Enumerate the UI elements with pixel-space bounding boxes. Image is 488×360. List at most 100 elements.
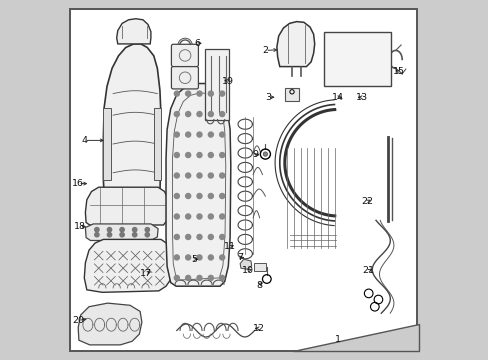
Polygon shape — [85, 187, 168, 225]
Polygon shape — [103, 44, 161, 226]
Circle shape — [145, 233, 149, 237]
Circle shape — [208, 173, 213, 178]
Circle shape — [208, 132, 213, 137]
Text: 16: 16 — [72, 179, 84, 188]
Circle shape — [95, 228, 99, 232]
Polygon shape — [84, 239, 174, 292]
FancyBboxPatch shape — [171, 67, 198, 89]
Text: 21: 21 — [362, 266, 374, 275]
Circle shape — [208, 112, 213, 117]
Circle shape — [132, 233, 137, 237]
Circle shape — [174, 132, 179, 137]
Bar — [284, 88, 299, 101]
Circle shape — [219, 173, 224, 178]
Circle shape — [208, 153, 213, 158]
Text: 15: 15 — [392, 68, 405, 77]
Polygon shape — [154, 108, 161, 180]
Bar — [204, 49, 229, 120]
Text: 7: 7 — [237, 253, 243, 262]
Circle shape — [208, 214, 213, 219]
Polygon shape — [85, 224, 158, 240]
FancyBboxPatch shape — [171, 44, 198, 67]
Circle shape — [185, 132, 190, 137]
Circle shape — [174, 234, 179, 239]
Circle shape — [219, 275, 224, 280]
Text: 4: 4 — [81, 136, 87, 145]
Circle shape — [219, 112, 224, 117]
Circle shape — [208, 255, 213, 260]
Text: 19: 19 — [222, 77, 234, 85]
Circle shape — [197, 255, 202, 260]
Circle shape — [174, 112, 179, 117]
Polygon shape — [240, 259, 251, 269]
Text: 10: 10 — [242, 266, 254, 275]
Text: 9: 9 — [252, 150, 258, 159]
Circle shape — [107, 233, 111, 237]
Circle shape — [219, 153, 224, 158]
Circle shape — [219, 214, 224, 219]
Text: 5: 5 — [191, 255, 197, 264]
Circle shape — [185, 255, 190, 260]
Circle shape — [208, 193, 213, 198]
Circle shape — [197, 275, 202, 280]
Circle shape — [197, 91, 202, 96]
Circle shape — [185, 234, 190, 239]
Circle shape — [219, 234, 224, 239]
Polygon shape — [78, 303, 142, 345]
Text: 13: 13 — [355, 93, 367, 102]
Polygon shape — [276, 22, 314, 67]
Circle shape — [219, 91, 224, 96]
Circle shape — [185, 214, 190, 219]
Circle shape — [95, 233, 99, 237]
Text: 1: 1 — [334, 335, 341, 343]
Circle shape — [185, 91, 190, 96]
Circle shape — [197, 132, 202, 137]
Circle shape — [185, 275, 190, 280]
Circle shape — [185, 112, 190, 117]
Circle shape — [208, 234, 213, 239]
Circle shape — [197, 112, 202, 117]
Polygon shape — [117, 19, 151, 44]
Text: 6: 6 — [194, 39, 200, 48]
Circle shape — [197, 173, 202, 178]
FancyBboxPatch shape — [253, 263, 265, 271]
Circle shape — [107, 228, 111, 232]
Text: 20: 20 — [72, 316, 84, 325]
Polygon shape — [166, 84, 230, 286]
Circle shape — [174, 91, 179, 96]
Text: 17: 17 — [139, 269, 151, 278]
Text: 18: 18 — [74, 222, 85, 231]
Circle shape — [219, 193, 224, 198]
Circle shape — [208, 275, 213, 280]
Circle shape — [219, 132, 224, 137]
Circle shape — [174, 173, 179, 178]
Circle shape — [145, 228, 149, 232]
Circle shape — [120, 228, 124, 232]
Circle shape — [263, 152, 267, 156]
Circle shape — [174, 193, 179, 198]
Circle shape — [185, 193, 190, 198]
Circle shape — [197, 214, 202, 219]
Circle shape — [197, 193, 202, 198]
Text: 14: 14 — [331, 93, 344, 102]
Circle shape — [219, 255, 224, 260]
Circle shape — [197, 153, 202, 158]
Text: 12: 12 — [252, 324, 264, 333]
Circle shape — [185, 173, 190, 178]
Circle shape — [174, 255, 179, 260]
Circle shape — [174, 153, 179, 158]
Polygon shape — [103, 108, 110, 180]
Text: 22: 22 — [360, 197, 372, 206]
Polygon shape — [292, 324, 418, 351]
Bar — [324, 32, 390, 86]
Circle shape — [132, 228, 137, 232]
Text: 2: 2 — [262, 46, 268, 55]
Circle shape — [174, 214, 179, 219]
Text: 11: 11 — [224, 242, 236, 251]
Text: 8: 8 — [255, 281, 262, 289]
Text: 3: 3 — [264, 93, 270, 102]
Circle shape — [120, 233, 124, 237]
Circle shape — [174, 275, 179, 280]
Circle shape — [185, 153, 190, 158]
Circle shape — [208, 91, 213, 96]
